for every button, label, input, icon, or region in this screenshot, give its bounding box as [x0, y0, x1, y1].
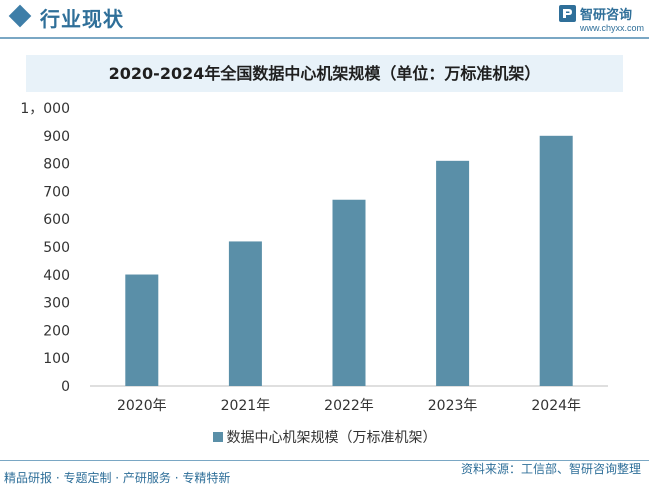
bar	[436, 160, 470, 386]
x-tick-label: 2021年	[221, 398, 271, 414]
legend-swatch	[212, 432, 223, 442]
footer-divider	[0, 460, 649, 461]
y-tick-label: 900	[43, 129, 70, 145]
chart-title-band: 2020-2024年全国数据中心机架规模（单位：万标准机架）	[26, 55, 623, 92]
bar-chart: 0 100 200 300 400 500 600 700 800 900 1，000 2020年 20…	[20, 101, 608, 414]
page-header: 行业现状 智研咨询 www.chyxx.com	[0, 0, 649, 39]
y-tick-label: 400	[43, 268, 70, 284]
bar	[228, 241, 262, 386]
x-tick-label: 2023年	[428, 398, 478, 414]
x-tick-label: 2020年	[117, 398, 167, 414]
chart-title: 2020-2024年全国数据中心机架规模（单位：万标准机架）	[108, 64, 541, 83]
y-tick-label: 600	[43, 212, 70, 228]
logo-name: 智研咨询	[580, 8, 633, 23]
logo-mark-icon	[559, 5, 576, 22]
brand-logo[interactable]: 智研咨询 www.chyxx.com	[559, 4, 644, 34]
y-tick-label: 700	[43, 184, 70, 200]
y-tick-label: 200	[43, 323, 70, 339]
bar	[539, 135, 573, 386]
page-footer: 精品研报 · 专题定制 · 产研服务 · 专精特新 资料来源：工信部、智研咨询整…	[0, 460, 649, 488]
y-tick-label: 0	[61, 379, 70, 395]
footer-services: 精品研报 · 专题定制 · 产研服务 · 专精特新	[4, 471, 231, 485]
x-tick-label: 2024年	[531, 398, 581, 414]
bar	[332, 199, 366, 386]
x-tick-label: 2022年	[324, 398, 374, 414]
y-tick-label: 100	[43, 351, 70, 367]
y-tick-label: 1，000	[20, 101, 70, 117]
legend-label: 数据中心机架规模（万标准机架）	[226, 430, 437, 446]
page-title: 行业现状	[40, 7, 124, 31]
y-tick-label: 800	[43, 157, 70, 173]
bar	[125, 274, 159, 386]
chart-legend: 数据中心机架规模（万标准机架）	[0, 427, 649, 447]
y-tick-label: 300	[43, 296, 70, 312]
footer-source: 资料来源：工信部、智研咨询整理	[460, 462, 641, 476]
y-tick-label: 500	[43, 240, 70, 256]
header-divider	[0, 37, 649, 39]
logo-url: www.chyxx.com	[580, 23, 645, 33]
